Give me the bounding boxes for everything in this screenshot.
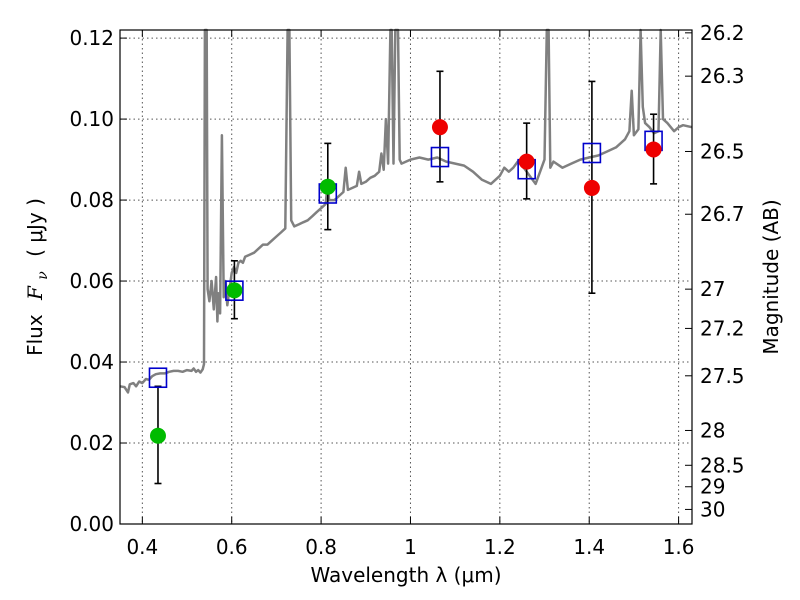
mag-tick-label: 26.5 bbox=[700, 139, 745, 163]
marker-layer bbox=[148, 70, 663, 485]
photometry-point bbox=[431, 119, 448, 136]
mag-tick-label: 29 bbox=[700, 475, 725, 499]
mag-tick-label: 28.5 bbox=[700, 453, 745, 477]
model-square-marker bbox=[225, 280, 244, 301]
mag-tick-label: 30 bbox=[700, 497, 725, 521]
x-tick-label: 0.8 bbox=[305, 535, 337, 559]
x-tick-label: 1.4 bbox=[573, 535, 605, 559]
photometry-point bbox=[583, 179, 600, 196]
x-tick-label: 1.2 bbox=[484, 535, 516, 559]
photometry-point bbox=[226, 282, 243, 299]
y-axis-title-unit: ( μJy ) bbox=[23, 198, 47, 257]
mag-tick-label: 27.5 bbox=[700, 364, 745, 388]
y-axis-title-subscript: ν bbox=[35, 271, 51, 280]
x-axis-title: Wavelength λ (μm) bbox=[310, 563, 501, 587]
y-axis-title: Flux F ν ( μJy ) bbox=[23, 198, 52, 356]
y-axis-title-symbol: F bbox=[23, 285, 47, 301]
photometry-point bbox=[319, 178, 336, 195]
spectrum-layer bbox=[119, 28, 693, 394]
y-tick-label: 0.06 bbox=[69, 269, 114, 293]
plot-frame bbox=[119, 29, 693, 525]
tick-layer: 0.4 0.6 0.8 1 1.2 1.4 1.6 0.00 0.02 0.04 0.06 0.08 0… bbox=[69, 21, 744, 559]
y-axis-title-text: Flux bbox=[23, 314, 47, 356]
mag-tick-label: 26.7 bbox=[700, 202, 745, 226]
x-tick-label: 1.6 bbox=[663, 535, 695, 559]
y-tick-label: 0.08 bbox=[69, 188, 114, 212]
x-tick-label: 0.4 bbox=[126, 535, 158, 559]
model-square-marker bbox=[148, 367, 168, 389]
mag-tick-label: 26.2 bbox=[700, 21, 745, 45]
y-tick-label: 0.12 bbox=[69, 26, 114, 50]
y-tick-label: 0.04 bbox=[69, 350, 114, 374]
photometry-point bbox=[645, 141, 662, 158]
model-square-marker bbox=[582, 142, 602, 164]
mag-tick-label: 27 bbox=[700, 277, 725, 301]
mag-tick-label: 28 bbox=[700, 418, 725, 442]
y2-axis-title: Magnitude (AB) bbox=[759, 199, 783, 354]
mag-tick-label: 26.3 bbox=[700, 64, 745, 88]
photometry-point bbox=[518, 153, 535, 170]
spectrum-line bbox=[119, 28, 693, 394]
x-tick-label: 1 bbox=[404, 535, 417, 559]
photometry-point bbox=[149, 427, 166, 444]
y-tick-label: 0.02 bbox=[69, 431, 114, 455]
mag-tick-label: 27.2 bbox=[700, 316, 745, 340]
y-tick-label: 0.00 bbox=[69, 512, 114, 536]
x-tick-label: 0.6 bbox=[216, 535, 248, 559]
model-square-marker bbox=[430, 146, 450, 168]
y-tick-label: 0.10 bbox=[69, 107, 114, 131]
